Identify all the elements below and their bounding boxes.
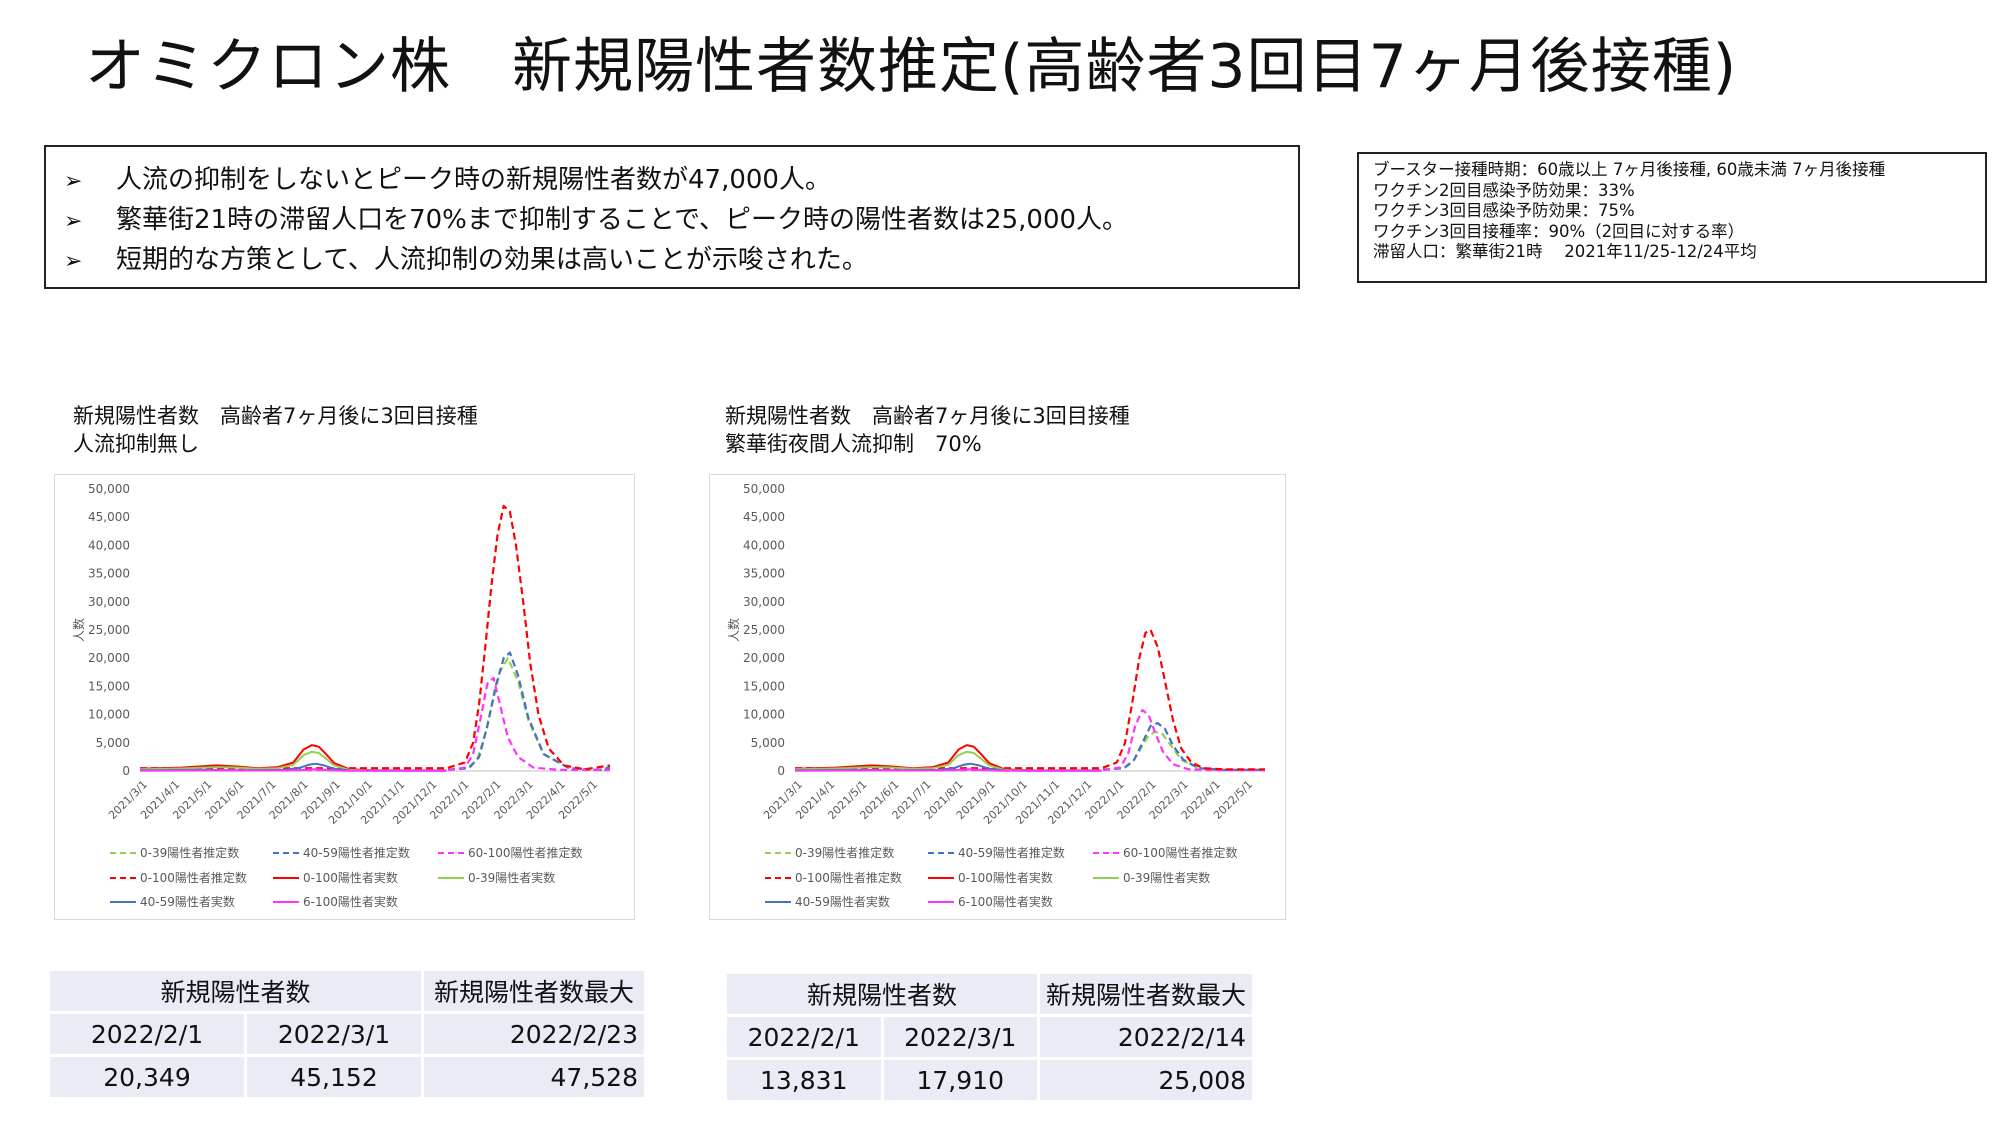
chart-title-right: 新規陽性者数 高齢者7ヶ月後に3回目接種 繁華街夜間人流抑制 70% [725,402,1130,458]
legend-label: 0-39陽性者推定数 [140,845,239,860]
param-line: ブースター接種時期：60歳以上 7ヶ月後接種, 60歳未満 7ヶ月後接種 [1373,160,1886,179]
stats-table-right: 新規陽性者数 新規陽性者数最大 2022/2/1 2022/3/1 2022/2… [724,971,1255,1103]
series-line [794,750,1102,772]
y-tick-label: 20,000 [88,651,130,665]
table-header: 新規陽性者数最大 [424,971,644,1011]
legend-label: 40-59陽性者推定数 [958,845,1065,860]
series-line [794,744,1102,772]
series-line [140,651,611,771]
series-line [140,657,611,771]
page-title: オミクロン株 新規陽性者数推定(高齢者3回目7ヶ月後接種) [85,32,1738,102]
summary-item: ➢ 短期的な方策として、人流抑制の効果は高いことが示唆された。 [64,241,1298,281]
table-cell: 2022/2/23 [424,1014,644,1054]
table-cell: 17,910 [883,1060,1037,1100]
y-tick-label: 30,000 [743,595,785,609]
param-line: ワクチン2回目感染予防効果：33% [1373,180,1635,200]
series-line [795,628,1265,771]
bullet-icon: ➢ [64,169,83,194]
param-line: 滞留人口：繁華街21時 2021年11/25-12/24平均 [1373,242,1757,261]
legend-label: 6-100陽性者実数 [303,894,398,909]
parameters-box: ブースター接種時期：60歳以上 7ヶ月後接種, 60歳未満 7ヶ月後接種 ワクチ… [1357,152,1987,283]
y-tick-label: 35,000 [743,567,785,581]
legend-label: 0-39陽性者実数 [468,870,555,885]
y-tick-label: 50,000 [88,482,130,496]
legend-label: 0-100陽性者推定数 [795,870,902,885]
table-header: 新規陽性者数 [727,974,1037,1014]
y-tick-label: 10,000 [88,708,130,722]
chart-svg: 0 5,000 10,000 15,000 20,000 25,000 30,000 35,0… [71,482,611,909]
y-tick-label: 25,000 [88,623,130,637]
table-cell: 45,152 [247,1057,421,1097]
summary-text: 人流の抑制をしないとピーク時の新規陽性者数が47,000人。 [116,165,831,195]
y-tick-label: 45,000 [88,510,130,524]
table-header: 新規陽性者数 [50,971,421,1011]
legend-label: 60-100陽性者推定数 [1123,845,1238,860]
table-cell: 2022/2/1 [727,1017,881,1057]
chart-title-line: 繁華街夜間人流抑制 70% [725,432,982,456]
table-cell: 2022/3/1 [247,1014,421,1054]
chart-title-line: 新規陽性者数 高齢者7ヶ月後に3回目接種 [73,404,478,428]
y-tick-label: 45,000 [743,510,785,524]
y-tick-label: 10,000 [743,708,785,722]
y-tick-label: 20,000 [743,651,785,665]
y-axis-label: 人数 [726,618,741,642]
series-line [140,504,611,771]
y-tick-label: 5,000 [751,736,785,750]
series-line [139,744,447,772]
y-tick-label: 0 [777,764,785,778]
table-header: 新規陽性者数最大 [1040,974,1253,1014]
chart-no-restriction: 0 5,000 10,000 15,000 20,000 25,000 30,000 35,0… [54,474,635,920]
legend-label: 0-39陽性者推定数 [795,845,894,860]
legend-label: 40-59陽性者推定数 [303,845,410,860]
series-line [140,676,610,772]
table-cell: 2022/2/1 [50,1014,244,1054]
series-line [794,768,1102,772]
y-tick-label: 35,000 [88,567,130,581]
chart-svg: 0 5,000 10,000 15,000 20,000 25,000 30,000 35,0… [726,482,1265,909]
y-tick-label: 15,000 [743,679,785,693]
legend-label: 0-100陽性者実数 [958,870,1053,885]
table-cell: 2022/2/14 [1040,1017,1253,1057]
y-tick-label: 40,000 [743,538,785,552]
param-line: ワクチン3回目感染予防効果：75% [1373,201,1635,220]
legend-label: 0-100陽性者推定数 [140,870,247,885]
summary-text: 繁華街21時の滞留人口を70%まで抑制することで、ピーク時の陽性者数は25,00… [116,205,1129,235]
series-line [139,750,447,772]
param-line: ワクチン3回目接種率：90%（2回目に対する率） [1373,221,1745,241]
y-tick-label: 15,000 [88,679,130,693]
table-cell: 13,831 [727,1060,881,1100]
summary-item: ➢ 人流の抑制をしないとピーク時の新規陽性者数が47,000人。 [64,161,1298,201]
summary-box: ➢ 人流の抑制をしないとピーク時の新規陽性者数が47,000人。 ➢ 繁華街21時の… [44,145,1300,289]
table-cell: 2022/3/1 [883,1017,1037,1057]
table-cell: 25,008 [1040,1060,1253,1100]
stats-table-left: 新規陽性者数 新規陽性者数最大 2022/2/1 2022/3/1 2022/2… [47,968,647,1100]
summary-text: 短期的な方策として、人流抑制の効果は高いことが示唆された。 [116,245,868,275]
legend-label: 40-59陽性者実数 [140,894,235,909]
legend-label: 6-100陽性者実数 [958,894,1053,909]
y-tick-label: 5,000 [96,736,130,750]
y-tick-label: 40,000 [88,538,130,552]
y-axis-label: 人数 [71,618,86,642]
legend-label: 0-100陽性者実数 [303,870,398,885]
y-tick-label: 0 [122,764,130,778]
table-cell: 47,528 [424,1057,644,1097]
y-tick-label: 30,000 [88,595,130,609]
bullet-icon: ➢ [64,209,83,234]
series-line [139,768,447,772]
chart-title-line: 新規陽性者数 高齢者7ヶ月後に3回目接種 [725,404,1130,428]
chart-restriction-70: 0 5,000 10,000 15,000 20,000 25,000 30,000 35,0… [709,474,1286,920]
bullet-icon: ➢ [64,249,83,274]
legend-label: 0-39陽性者実数 [1123,870,1210,885]
series-line [795,722,1265,771]
y-tick-label: 50,000 [743,482,785,496]
legend-label: 60-100陽性者推定数 [468,845,583,860]
series-line [795,709,1265,772]
summary-item: ➢ 繁華街21時の滞留人口を70%まで抑制することで、ピーク時の陽性者数は25,0… [64,201,1298,241]
table-cell: 20,349 [50,1057,244,1097]
chart-title-line: 人流抑制無し [73,432,199,456]
y-tick-label: 25,000 [743,623,785,637]
legend-label: 40-59陽性者実数 [795,894,890,909]
chart-title-left: 新規陽性者数 高齢者7ヶ月後に3回目接種 人流抑制無し [73,402,478,458]
